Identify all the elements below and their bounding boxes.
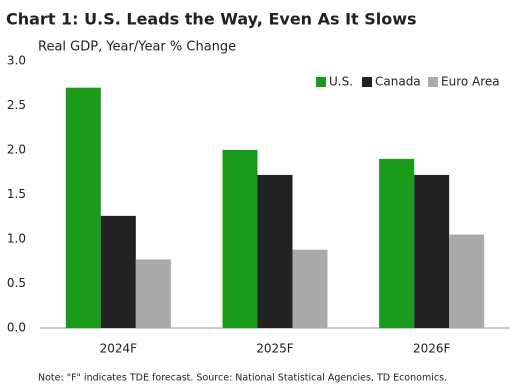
bar <box>65 87 101 328</box>
y-tick-label: 1.0 <box>7 232 26 246</box>
legend-label: U.S. <box>329 75 353 89</box>
bar <box>222 150 258 328</box>
y-tick-label: 1.5 <box>7 187 26 201</box>
chart-note: Note: "F" indicates TDE forecast. Source… <box>38 373 447 384</box>
x-tick-label: 2026F <box>413 342 451 356</box>
bar <box>257 174 293 328</box>
x-tick-label: 2025F <box>256 342 294 356</box>
bar <box>100 215 136 328</box>
chart-title: Chart 1: U.S. Leads the Way, Even As It … <box>6 10 417 29</box>
bar <box>292 249 328 328</box>
y-tick-label: 2.5 <box>7 98 26 112</box>
y-tick-label: 3.0 <box>7 54 26 68</box>
legend-label: Canada <box>375 75 421 89</box>
y-tick-label: 0.5 <box>7 276 26 290</box>
bar <box>379 158 415 328</box>
x-tick-label: 2024F <box>100 342 138 356</box>
y-tick-label: 2.0 <box>7 143 26 157</box>
bar <box>414 174 450 328</box>
bar <box>135 259 171 328</box>
bar <box>449 234 485 328</box>
chart-subtitle: Real GDP, Year/Year % Change <box>38 40 236 55</box>
y-tick-label: 0.0 <box>7 321 26 335</box>
legend-label: Euro Area <box>441 75 500 89</box>
legend-swatch <box>362 77 372 87</box>
legend-swatch <box>316 77 326 87</box>
legend-swatch <box>428 77 438 87</box>
